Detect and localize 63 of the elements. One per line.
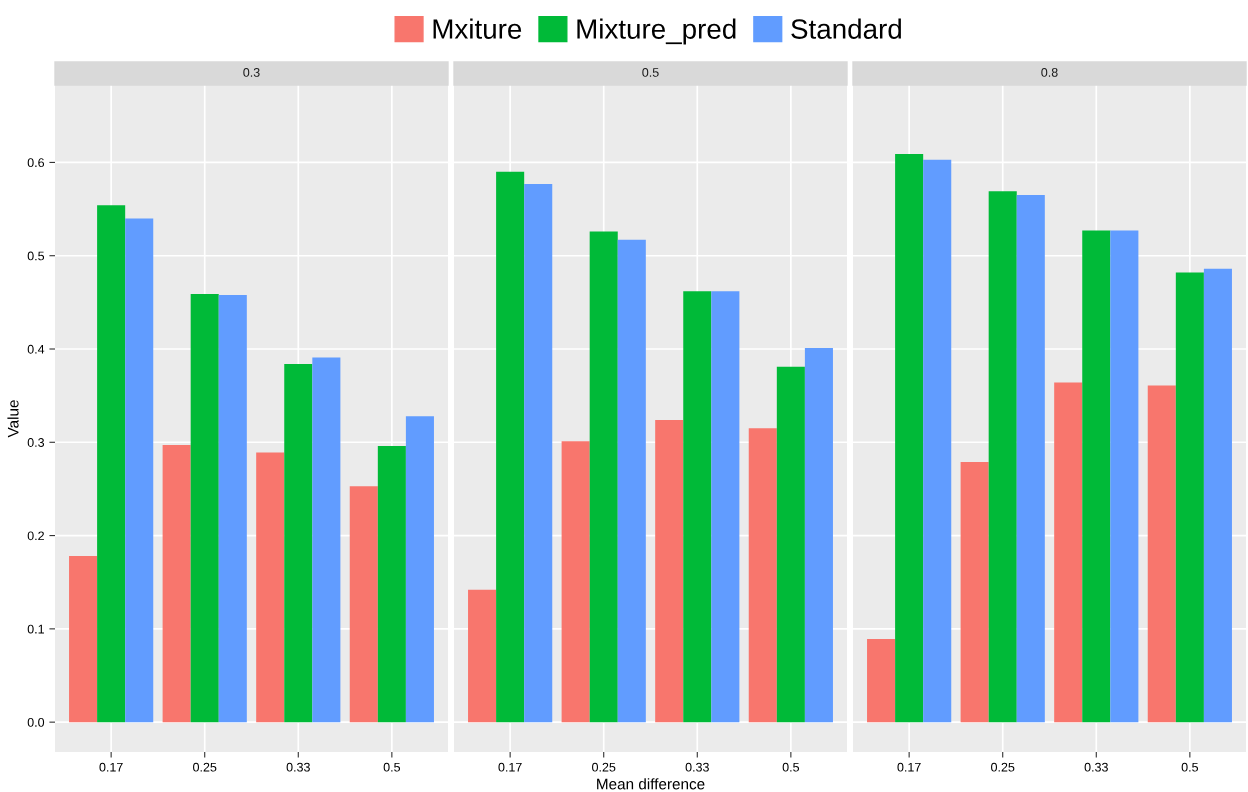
chart-title: 0.8 <box>1041 68 1058 77</box>
bar <box>655 419 684 723</box>
bar <box>804 348 833 723</box>
y-tick-label: 0.3 <box>27 438 45 447</box>
bar <box>561 441 590 723</box>
legend-label: Standard <box>791 18 901 39</box>
bar <box>377 446 406 723</box>
x-tick-label: 0.5 <box>1181 762 1199 772</box>
bar <box>468 589 497 723</box>
bar <box>683 291 712 723</box>
bar <box>284 363 313 723</box>
x-axis-title: Mean difference <box>597 778 705 790</box>
y-tick-label: 0.2 <box>27 531 44 541</box>
y-tick-label: 0.5 <box>27 251 45 261</box>
bar <box>405 416 434 723</box>
y-tick-label: 0.6 <box>27 158 45 168</box>
bar <box>1054 382 1083 723</box>
bar <box>97 205 126 723</box>
bar <box>589 231 618 723</box>
bar <box>524 183 553 723</box>
bar <box>69 556 98 723</box>
bar <box>748 428 777 723</box>
x-tick-label: 0.17 <box>99 762 123 772</box>
x-tick-label: 0.33 <box>685 762 709 772</box>
bar <box>256 452 285 723</box>
x-tick-label: 0.5 <box>383 762 401 772</box>
x-tick-label: 0.33 <box>1084 762 1108 772</box>
bar <box>312 357 341 723</box>
x-tick-label: 0.5 <box>782 762 800 772</box>
bar <box>867 639 896 723</box>
bar <box>895 154 924 723</box>
bar <box>1082 230 1111 723</box>
bar <box>1203 268 1232 723</box>
bar <box>1110 230 1139 723</box>
x-tick-label: 0.25 <box>991 762 1015 772</box>
x-tick-label: 0.17 <box>897 762 921 772</box>
y-tick-label: 0.4 <box>27 344 45 354</box>
bar <box>988 191 1017 723</box>
bar <box>1175 272 1204 723</box>
bar <box>162 445 191 723</box>
bar <box>923 159 952 723</box>
bar <box>190 293 219 723</box>
legend-label: Mixture_pred <box>577 18 736 45</box>
bar <box>617 239 646 723</box>
y-tick-label: 0.0 <box>27 717 45 727</box>
bar <box>125 218 154 723</box>
chart-title: 0.3 <box>243 68 260 77</box>
y-axis-title: Value <box>7 400 19 438</box>
y-tick-label: 0.1 <box>27 624 44 634</box>
bar <box>711 291 740 723</box>
bar <box>1016 195 1045 723</box>
x-tick-label: 0.25 <box>592 762 616 772</box>
bar <box>776 366 805 723</box>
bar <box>218 294 247 723</box>
bar <box>496 171 525 723</box>
bar <box>960 461 989 723</box>
chart-title: 0.5 <box>642 68 659 77</box>
x-tick-label: 0.33 <box>286 762 310 772</box>
x-tick-label: 0.25 <box>193 762 217 772</box>
bar <box>1147 385 1176 723</box>
legend-label: Mxiture <box>433 18 522 39</box>
bar <box>349 486 378 723</box>
x-tick-label: 0.17 <box>498 762 522 772</box>
